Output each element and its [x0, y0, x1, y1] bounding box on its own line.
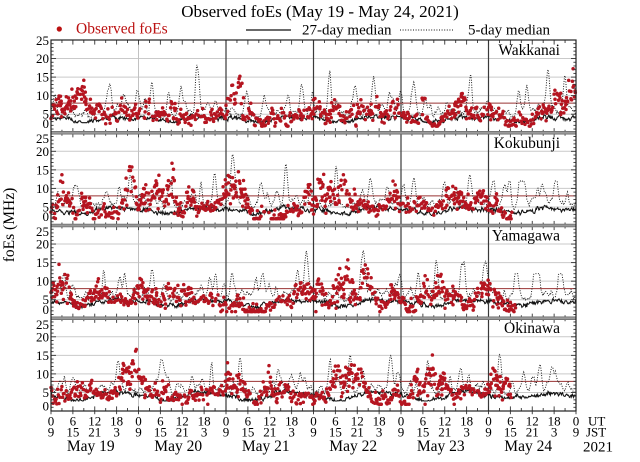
svg-text:0: 0 — [310, 414, 317, 429]
svg-text:May 23: May 23 — [417, 438, 465, 455]
svg-text:27-day median: 27-day median — [302, 23, 392, 39]
svg-text:25: 25 — [36, 33, 49, 48]
svg-text:5-day median: 5-day median — [468, 23, 551, 39]
svg-text:6: 6 — [70, 414, 77, 429]
svg-text:18: 18 — [198, 414, 211, 429]
svg-text:3: 3 — [113, 425, 120, 440]
svg-text:foEs (MHz): foEs (MHz) — [1, 188, 18, 262]
svg-text:Okinawa: Okinawa — [504, 320, 560, 337]
svg-text:0: 0 — [485, 414, 492, 429]
svg-text:6: 6 — [420, 414, 427, 429]
svg-text:May 20: May 20 — [154, 438, 202, 455]
svg-text:0: 0 — [43, 116, 50, 131]
svg-text:21: 21 — [351, 425, 364, 440]
svg-text:0: 0 — [43, 302, 50, 317]
svg-text:12: 12 — [438, 414, 451, 429]
svg-text:21: 21 — [526, 425, 539, 440]
svg-text:12: 12 — [176, 414, 189, 429]
svg-text:20: 20 — [36, 144, 49, 159]
svg-text:3: 3 — [201, 425, 208, 440]
svg-text:9: 9 — [485, 425, 492, 440]
svg-text:9: 9 — [135, 425, 142, 440]
svg-text:12: 12 — [88, 414, 101, 429]
svg-text:Observed foEs: Observed foEs — [76, 21, 168, 38]
svg-text:5: 5 — [43, 292, 50, 307]
svg-text:9: 9 — [398, 425, 405, 440]
svg-text:15: 15 — [66, 425, 79, 440]
svg-text:0: 0 — [43, 209, 50, 224]
svg-text:Yamagawa: Yamagawa — [492, 228, 560, 245]
svg-text:18: 18 — [548, 414, 561, 429]
svg-text:9: 9 — [310, 425, 317, 440]
svg-text:UT: UT — [588, 414, 605, 429]
svg-text:3: 3 — [463, 425, 470, 440]
svg-text:9: 9 — [223, 425, 230, 440]
svg-text:12: 12 — [351, 414, 364, 429]
svg-text:15: 15 — [36, 348, 49, 363]
svg-text:15: 15 — [154, 425, 167, 440]
svg-text:15: 15 — [36, 162, 49, 177]
svg-text:JST: JST — [586, 425, 606, 440]
svg-text:21: 21 — [438, 425, 451, 440]
svg-text:10: 10 — [36, 274, 49, 289]
svg-text:18: 18 — [285, 414, 298, 429]
svg-text:21: 21 — [176, 425, 189, 440]
svg-text:15: 15 — [36, 70, 49, 85]
svg-text:0: 0 — [223, 414, 230, 429]
svg-text:15: 15 — [504, 425, 517, 440]
svg-text:May 19: May 19 — [67, 438, 115, 455]
svg-text:25: 25 — [36, 131, 49, 146]
svg-text:6: 6 — [332, 414, 339, 429]
svg-text:May 24: May 24 — [504, 438, 552, 455]
svg-text:May 22: May 22 — [329, 438, 377, 455]
svg-text:5: 5 — [43, 385, 50, 400]
svg-text:2021: 2021 — [583, 440, 613, 456]
svg-text:Kokubunji: Kokubunji — [494, 135, 561, 152]
svg-text:6: 6 — [507, 414, 514, 429]
svg-text:5: 5 — [43, 199, 50, 214]
svg-text:3: 3 — [288, 425, 295, 440]
svg-text:12: 12 — [263, 414, 276, 429]
svg-text:0: 0 — [43, 399, 50, 414]
svg-text:Observed foEs (May 19 - May 24: Observed foEs (May 19 - May 24, 2021) — [181, 2, 459, 21]
svg-text:15: 15 — [329, 425, 342, 440]
svg-text:18: 18 — [460, 414, 473, 429]
svg-text:20: 20 — [36, 329, 49, 344]
svg-text:3: 3 — [376, 425, 383, 440]
svg-text:21: 21 — [263, 425, 276, 440]
svg-text:25: 25 — [36, 224, 49, 239]
svg-text:10: 10 — [36, 181, 49, 196]
svg-text:0: 0 — [135, 414, 142, 429]
svg-text:0: 0 — [48, 414, 55, 429]
svg-text:5: 5 — [43, 107, 50, 122]
svg-text:10: 10 — [36, 88, 49, 103]
svg-text:9: 9 — [48, 425, 55, 440]
svg-text:18: 18 — [373, 414, 386, 429]
svg-text:3: 3 — [551, 425, 558, 440]
svg-text:Wakkanai: Wakkanai — [498, 42, 560, 59]
svg-text:21: 21 — [88, 425, 101, 440]
svg-text:May 21: May 21 — [242, 438, 290, 455]
svg-text:25: 25 — [36, 317, 49, 332]
svg-text:20: 20 — [36, 237, 49, 252]
svg-text:0: 0 — [398, 414, 405, 429]
svg-text:15: 15 — [36, 255, 49, 270]
svg-text:10: 10 — [36, 366, 49, 381]
svg-text:18: 18 — [110, 414, 123, 429]
svg-text:15: 15 — [416, 425, 429, 440]
svg-text:6: 6 — [157, 414, 164, 429]
svg-text:0: 0 — [573, 414, 580, 429]
svg-text:12: 12 — [526, 414, 539, 429]
svg-text:15: 15 — [241, 425, 254, 440]
svg-text:9: 9 — [573, 425, 580, 440]
svg-text:6: 6 — [245, 414, 252, 429]
svg-text:20: 20 — [36, 51, 49, 66]
